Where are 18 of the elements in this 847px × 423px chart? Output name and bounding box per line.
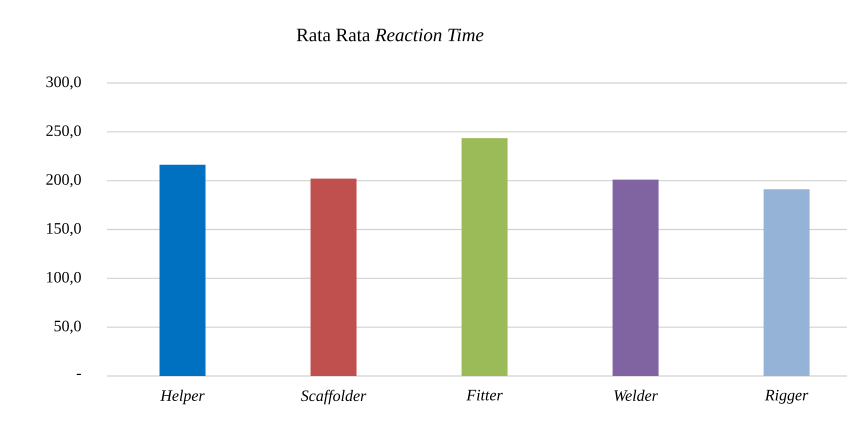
y-tick-label: 300,0: [46, 76, 81, 90]
chart-title: Rata Rata Reaction Time: [296, 28, 484, 42]
bar: [462, 138, 508, 376]
x-tick-label: Welder: [614, 390, 658, 402]
x-tick-label: Helper: [160, 390, 205, 404]
y-tick-label: 50,0: [54, 320, 81, 334]
y-tick-label: -: [76, 374, 81, 376]
x-tick-label: Rigger: [764, 390, 808, 404]
bar: [310, 178, 357, 376]
y-tick-label: 150,0: [47, 222, 81, 236]
y-tick-label: 250,0: [46, 125, 81, 138]
y-tick-label: 100,0: [47, 272, 81, 285]
x-tick-label: Scaffolder: [300, 390, 366, 404]
y-tick-label: 200,0: [46, 174, 81, 188]
x-tick-label: Fitter: [466, 390, 503, 400]
bar: [764, 189, 810, 376]
bar: [160, 164, 206, 376]
bar: [612, 180, 659, 376]
